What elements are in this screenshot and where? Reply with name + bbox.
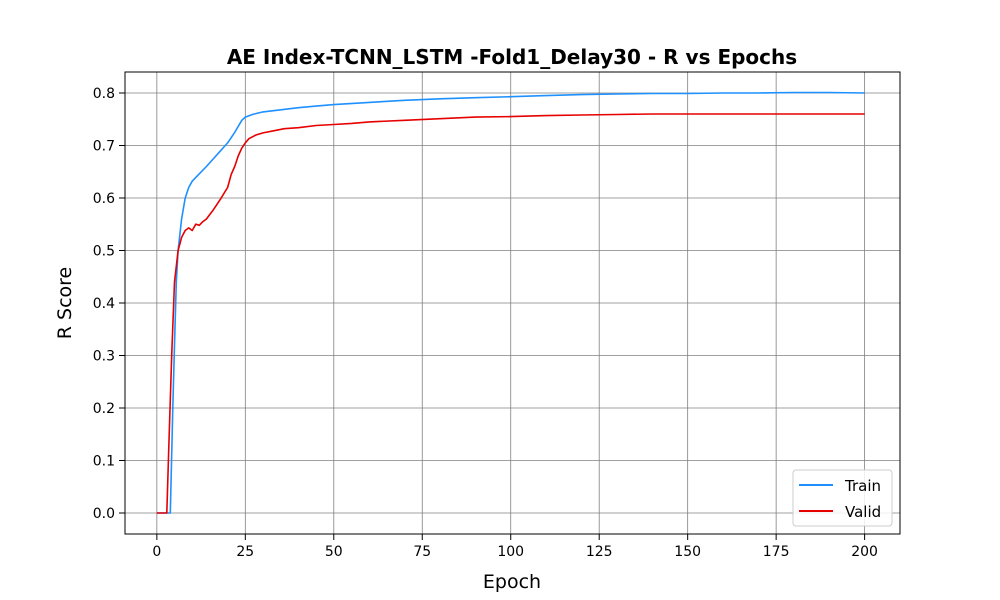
x-tick-label: 175: [763, 544, 790, 560]
x-tick-label: 150: [674, 544, 701, 560]
y-tick-label: 0.3: [93, 349, 115, 365]
y-tick-label: 0.2: [93, 401, 115, 417]
x-tick-label: 25: [236, 544, 254, 560]
y-tick-label: 0.6: [93, 191, 115, 207]
chart-title: AE Index-TCNN_LSTM -Fold1_Delay30 - R vs…: [227, 45, 797, 69]
x-tick-label: 50: [325, 544, 343, 560]
x-tick-label: 125: [586, 544, 613, 560]
grid-layer: [125, 72, 900, 534]
x-tick-label: 200: [851, 544, 878, 560]
legend: Train Valid: [792, 469, 893, 527]
series-line-valid: [156, 113, 865, 514]
x-tick-label: 0: [152, 544, 161, 560]
series-line-train: [156, 91, 865, 514]
y-tick-label: 0.8: [93, 86, 115, 102]
y-tick-label: 0.0: [93, 506, 115, 522]
series-layer: [156, 91, 865, 514]
y-tick-label: 0.1: [93, 454, 115, 470]
x-tick-label: 100: [497, 544, 524, 560]
legend-label-valid: Valid: [845, 503, 881, 521]
tick-layer: 0 25 50 75 100 125 150 175 200 0.0 0.1 0.2 0.3 0.4 0.5…: [93, 86, 878, 560]
x-tick-label: 75: [413, 544, 431, 560]
legend-label-train: Train: [844, 477, 881, 495]
y-axis-label: R Score: [54, 267, 76, 339]
y-tick-label: 0.4: [93, 296, 115, 312]
y-tick-label: 0.5: [93, 244, 115, 260]
x-axis-label: Epoch: [483, 571, 541, 593]
y-tick-label: 0.7: [93, 139, 115, 155]
